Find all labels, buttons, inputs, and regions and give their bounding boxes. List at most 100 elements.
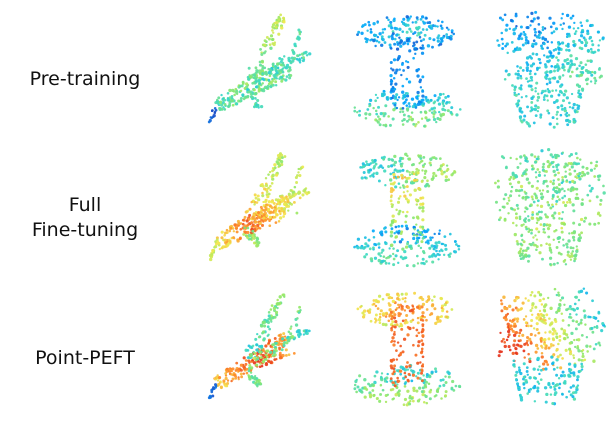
spool-point — [363, 386, 367, 390]
airplane-point — [267, 203, 270, 207]
pot-point — [563, 68, 566, 72]
spool-point — [366, 108, 370, 111]
pot-point — [519, 328, 523, 332]
spool-point — [388, 178, 393, 182]
pot-point — [518, 370, 521, 374]
pot-point — [555, 332, 559, 336]
pot-point — [549, 306, 553, 311]
pot-point — [501, 47, 505, 51]
pot-point — [519, 74, 523, 78]
pot-point — [520, 120, 524, 124]
spool-point — [392, 332, 396, 336]
spool-point — [420, 159, 424, 163]
spool-point — [408, 27, 412, 31]
spool-point — [389, 230, 394, 234]
airplane-point — [281, 156, 284, 159]
airplane-point — [283, 155, 287, 158]
spool-point — [377, 252, 381, 256]
pot-point — [555, 203, 558, 206]
airplane-point — [285, 75, 289, 78]
pot-point — [545, 215, 549, 219]
spool-point — [381, 248, 385, 252]
spool-point — [390, 203, 393, 206]
pot-point — [557, 46, 561, 51]
spool-point — [431, 303, 435, 307]
spool-point — [409, 15, 412, 18]
spool-point — [440, 397, 443, 400]
pot-point — [534, 114, 538, 118]
airplane-point — [248, 207, 252, 211]
airplane-point — [220, 93, 223, 97]
airplane-point — [278, 209, 281, 213]
pot-point — [534, 334, 537, 337]
pot-point — [556, 195, 560, 198]
airplane-point — [285, 205, 289, 209]
spool-point — [421, 302, 426, 307]
spool-point — [369, 257, 374, 261]
spool-point — [410, 379, 414, 383]
airplane-point — [271, 177, 275, 181]
airplane-point — [298, 173, 302, 178]
spool-point — [392, 343, 396, 347]
airplane-point — [271, 173, 275, 177]
spool-point — [411, 318, 415, 322]
pot-point — [590, 73, 594, 77]
pot-point — [527, 299, 530, 302]
pot-point — [566, 250, 570, 254]
pot-point — [571, 384, 575, 388]
spool-point — [387, 157, 391, 162]
spool-point — [387, 35, 391, 39]
spool-point — [450, 106, 454, 110]
airplane-point — [255, 349, 258, 352]
spool-point — [360, 31, 364, 35]
airplane-point — [285, 195, 288, 198]
pot-point — [511, 171, 515, 175]
pot-point — [540, 210, 543, 214]
airplane-point — [269, 318, 273, 322]
spool-point — [368, 104, 371, 108]
pot-point — [537, 23, 541, 26]
pot-point — [559, 84, 563, 88]
pot-point — [523, 210, 527, 213]
spool-point — [359, 246, 363, 250]
airplane-point — [210, 116, 214, 120]
airplane-point — [234, 369, 238, 372]
airplane-point — [277, 219, 281, 223]
spool-point — [413, 228, 416, 231]
spool-point — [400, 73, 403, 77]
spool-point — [419, 110, 423, 114]
spool-point — [449, 37, 453, 41]
pot-point — [585, 19, 589, 23]
pot-point — [573, 32, 577, 36]
spool-point — [440, 248, 443, 251]
airplane-point — [232, 236, 235, 239]
pot-point — [535, 327, 539, 331]
pot-point — [567, 32, 571, 36]
spool-point — [417, 244, 421, 248]
airplane-point — [272, 306, 277, 310]
spool-point — [369, 319, 373, 323]
pot-point — [597, 44, 600, 47]
airplane-point — [251, 229, 255, 233]
pot-point — [517, 366, 521, 369]
spool-point — [364, 112, 368, 116]
pot-point — [567, 113, 571, 117]
spool-point — [449, 252, 452, 256]
airplane-point — [230, 373, 233, 376]
pot-point — [498, 16, 502, 20]
pot-point — [567, 188, 570, 191]
airplane-point — [275, 20, 279, 25]
spool-point — [403, 256, 407, 260]
pot-point — [506, 202, 509, 205]
spool-point — [405, 15, 409, 19]
spool-point — [393, 164, 396, 167]
spool-point — [403, 94, 407, 98]
spool-point — [411, 305, 415, 308]
pot-point — [562, 238, 565, 241]
pot-point — [548, 59, 551, 63]
pot-point — [535, 227, 539, 231]
airplane-point — [214, 108, 218, 112]
pot-point — [583, 43, 588, 48]
spool-point — [420, 339, 424, 342]
spool-point — [403, 250, 407, 254]
